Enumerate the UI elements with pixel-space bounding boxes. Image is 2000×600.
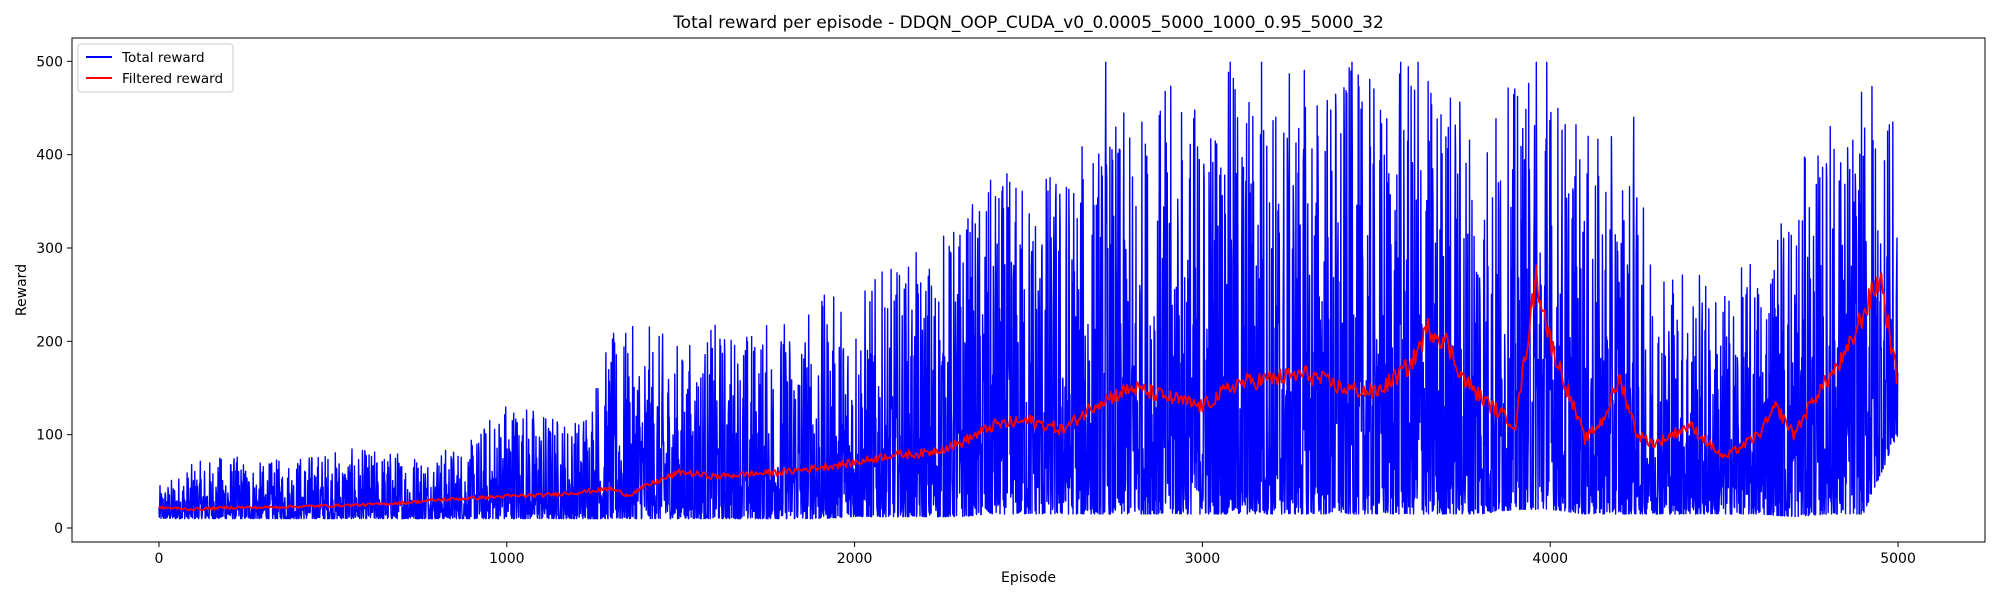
legend-box [77, 43, 234, 93]
legend-label-total-reward: Total reward [121, 50, 205, 66]
y-tick-label: 300 [36, 241, 63, 257]
x-tick-label: 0 [154, 551, 163, 567]
legend: Total reward Filtered reward [77, 43, 234, 93]
x-tick-label: 1000 [489, 551, 525, 567]
x-tick-label: 3000 [1185, 551, 1221, 567]
x-tick-label: 5000 [1880, 551, 1916, 567]
x-tick-label: 2000 [837, 551, 873, 567]
y-tick-label: 200 [36, 334, 63, 350]
filtered-reward-line [158, 264, 1898, 512]
y-tick-label: 100 [36, 428, 63, 444]
chart-title: Total reward per episode - DDQN_OOP_CUDA… [672, 13, 1384, 33]
x-axis: 0 1000 2000 3000 4000 5000 [154, 542, 1916, 567]
x-tick-label: 4000 [1532, 551, 1568, 567]
x-axis-label: Episode [1001, 570, 1056, 586]
plot-frame [71, 37, 1986, 543]
total-reward-line [158, 61, 1899, 520]
plot-area [158, 61, 1899, 520]
legend-label-filtered-reward: Filtered reward [122, 71, 223, 87]
y-tick-label: 400 [36, 148, 63, 164]
y-tick-label: 0 [54, 521, 63, 537]
y-axis: 0 100 200 300 400 500 [36, 54, 72, 537]
y-tick-label: 500 [36, 54, 63, 70]
y-axis-label: Reward [14, 264, 30, 316]
